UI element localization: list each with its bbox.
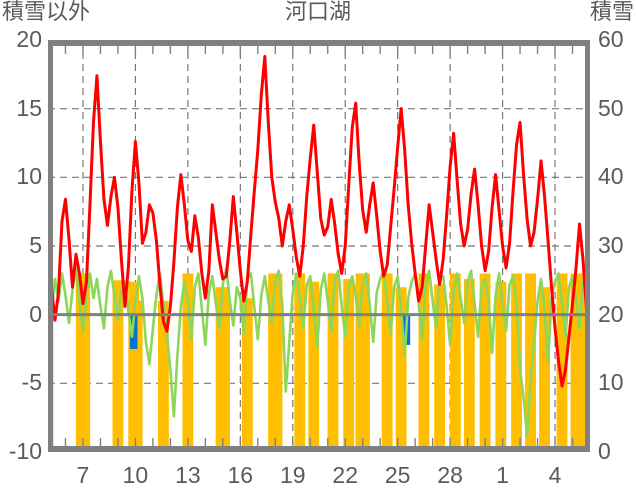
x-tick-label: 25 xyxy=(384,462,411,488)
left-tick-label: 5 xyxy=(29,232,42,258)
right-tick-label: 20 xyxy=(598,300,624,327)
x-tick-label: 19 xyxy=(279,462,306,488)
x-tick-label: 22 xyxy=(332,462,359,488)
left-tick-label: -10 xyxy=(8,438,42,464)
x-tick-label: 13 xyxy=(175,462,201,488)
x-tick-label: 28 xyxy=(437,462,463,488)
left-axis-title: 積雪以外 xyxy=(2,0,91,25)
x-tick-label: 7 xyxy=(76,462,90,488)
left-tick-label: -5 xyxy=(21,369,42,396)
left-tick-label: 10 xyxy=(16,163,42,190)
right-tick-label: 0 xyxy=(598,438,611,464)
x-tick-label: 10 xyxy=(122,462,149,488)
plot-area xyxy=(48,40,590,452)
right-tick-label: 30 xyxy=(598,232,624,258)
left-tick-label: 15 xyxy=(16,94,42,121)
left-tick-label: 20 xyxy=(16,26,42,52)
right-axis-title: 積雪 xyxy=(589,0,634,25)
left-tick-label: 0 xyxy=(29,300,42,327)
x-tick-label: 1 xyxy=(496,462,509,488)
right-tick-label: 60 xyxy=(598,26,624,52)
x-tick-label: 4 xyxy=(548,462,562,488)
right-tick-label: 10 xyxy=(598,369,624,396)
x-tick-label: 16 xyxy=(227,462,254,488)
plot-canvas xyxy=(48,40,590,452)
right-tick-label: 50 xyxy=(598,94,624,121)
chart-title: 河口湖 xyxy=(284,0,351,25)
right-tick-label: 40 xyxy=(598,163,624,190)
